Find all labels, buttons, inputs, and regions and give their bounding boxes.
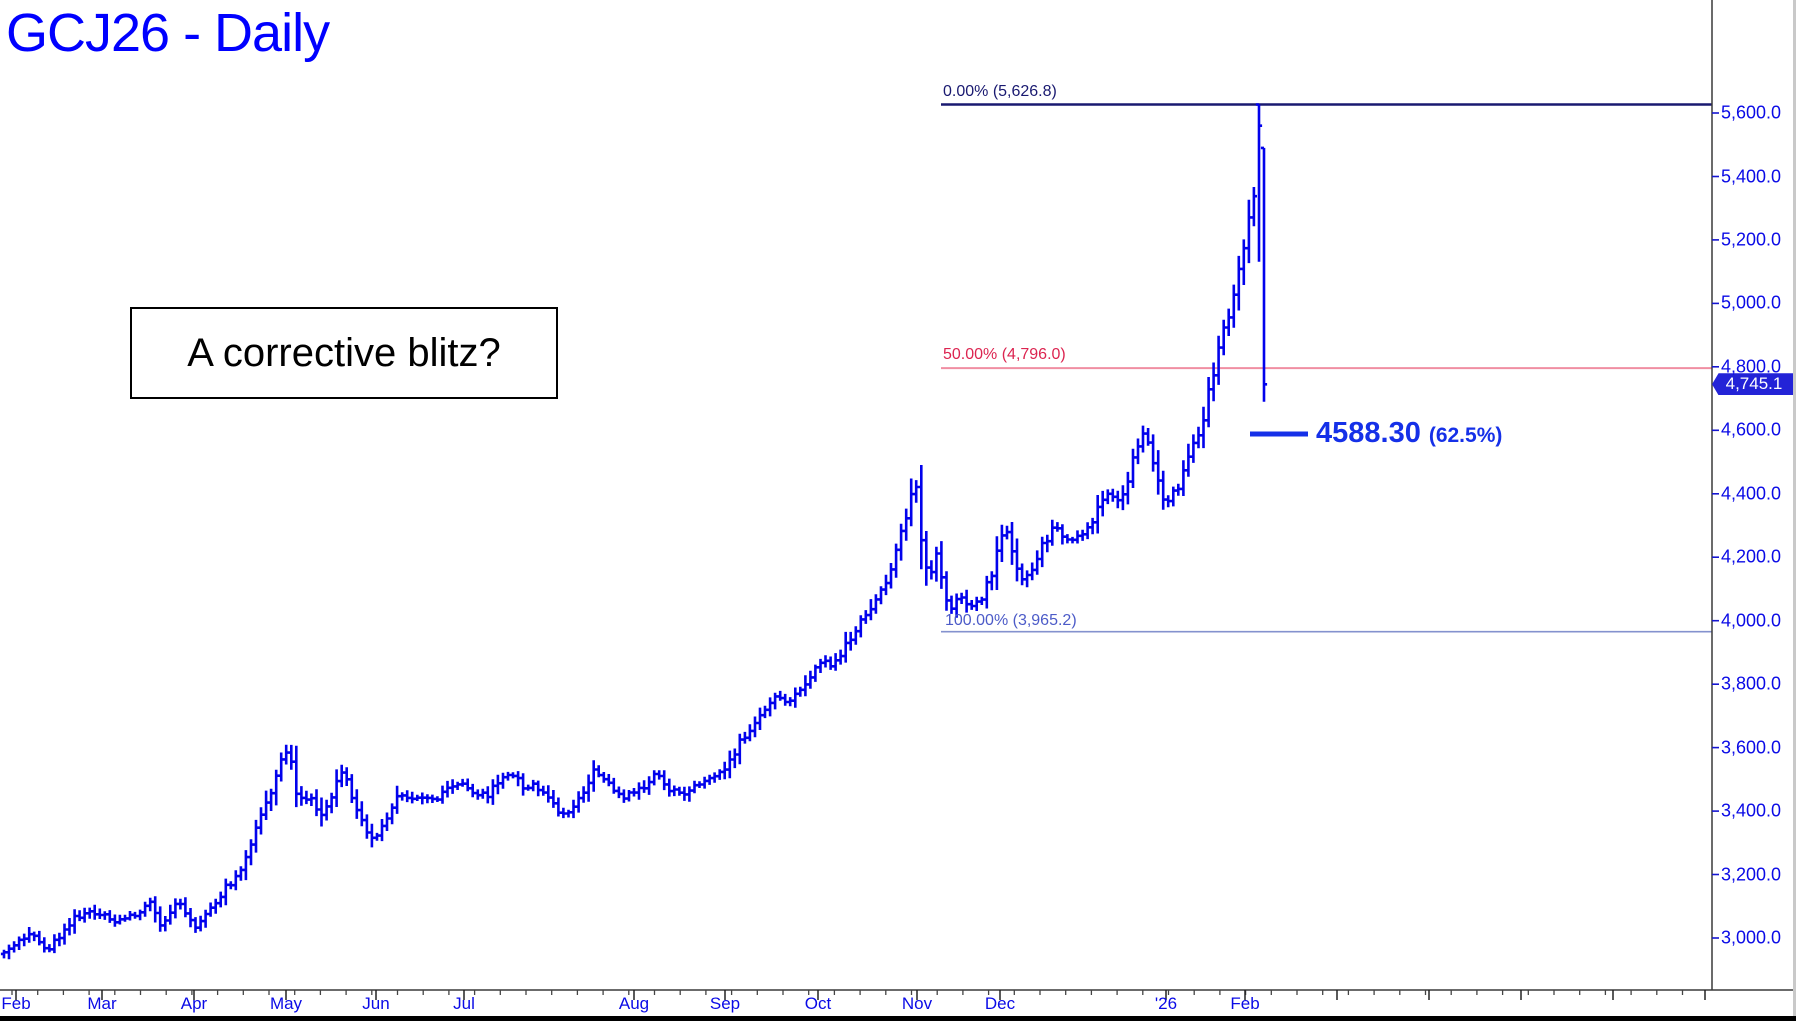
x-axis-month-label: Oct bbox=[804, 994, 832, 1013]
y-axis-tick-label: 5,200.0 bbox=[1721, 229, 1782, 250]
x-axis-month-label: Feb bbox=[1, 994, 31, 1013]
y-axis-tick-label: 5,400.0 bbox=[1721, 166, 1782, 186]
ohlc-bars bbox=[0, 103, 1268, 960]
target-price-value: 4588.30 bbox=[1316, 417, 1421, 449]
y-axis-tick-label: 5,000.0 bbox=[1721, 292, 1782, 313]
annotation-box[interactable]: A corrective blitz? bbox=[130, 307, 558, 399]
y-axis-tick-label: 4,400.0 bbox=[1721, 483, 1782, 504]
y-axis-tick-label: 3,600.0 bbox=[1721, 737, 1782, 758]
axes bbox=[0, 0, 1796, 1000]
x-axis-month-label: Jul bbox=[453, 994, 475, 1013]
fib-label-100pct[interactable]: 100.00% (3,965.2) bbox=[945, 612, 1077, 629]
x-axis-month-label: May bbox=[269, 994, 303, 1013]
x-axis-month-label: Nov bbox=[901, 994, 933, 1013]
fib-retracement-lines[interactable] bbox=[941, 103, 1712, 633]
x-axis-month-label: Jun bbox=[362, 994, 390, 1013]
y-axis-tick-label: 4,200.0 bbox=[1721, 546, 1782, 567]
x-axis-month-label: Mar bbox=[87, 994, 117, 1013]
y-axis-tick-label: 3,800.0 bbox=[1721, 673, 1782, 694]
target-price-pct: (62.5%) bbox=[1428, 424, 1503, 447]
annotation-text: A corrective blitz? bbox=[187, 330, 501, 375]
y-axis-tick-label: 5,600.0 bbox=[1721, 102, 1782, 123]
last-price-badge: 4,745.1 bbox=[1712, 373, 1794, 396]
y-axis-tick-label: 4,000.0 bbox=[1721, 610, 1782, 631]
x-axis-month-label: Aug bbox=[618, 994, 650, 1013]
x-axis-month-label: Dec bbox=[984, 994, 1016, 1013]
x-axis-month-label: Apr bbox=[180, 994, 208, 1013]
y-axis-tick-label: 4,600.0 bbox=[1721, 419, 1782, 440]
y-axis-tick-label: 4,800.0 bbox=[1721, 356, 1782, 377]
fib-label-50pct[interactable]: 50.00% (4,796.0) bbox=[943, 346, 1066, 363]
x-axis-month-label: '26 bbox=[1154, 994, 1178, 1013]
target-price-label[interactable]: 4588.30 (62.5%) bbox=[1316, 417, 1502, 450]
window-right-edge bbox=[1793, 0, 1796, 1016]
x-axis-month-label: Sep bbox=[709, 994, 741, 1013]
y-axis-tick-label: 3,000.0 bbox=[1721, 927, 1782, 948]
x-axis-month-label: Feb bbox=[1230, 994, 1260, 1013]
window-bottom-border bbox=[0, 1016, 1796, 1021]
y-axis-tick-label: 3,400.0 bbox=[1721, 800, 1782, 821]
fib-label-0pct[interactable]: 0.00% (5,626.8) bbox=[943, 83, 1057, 100]
chart-title: GCJ26 - Daily bbox=[6, 3, 330, 63]
y-axis-tick-label: 3,200.0 bbox=[1721, 864, 1782, 884]
